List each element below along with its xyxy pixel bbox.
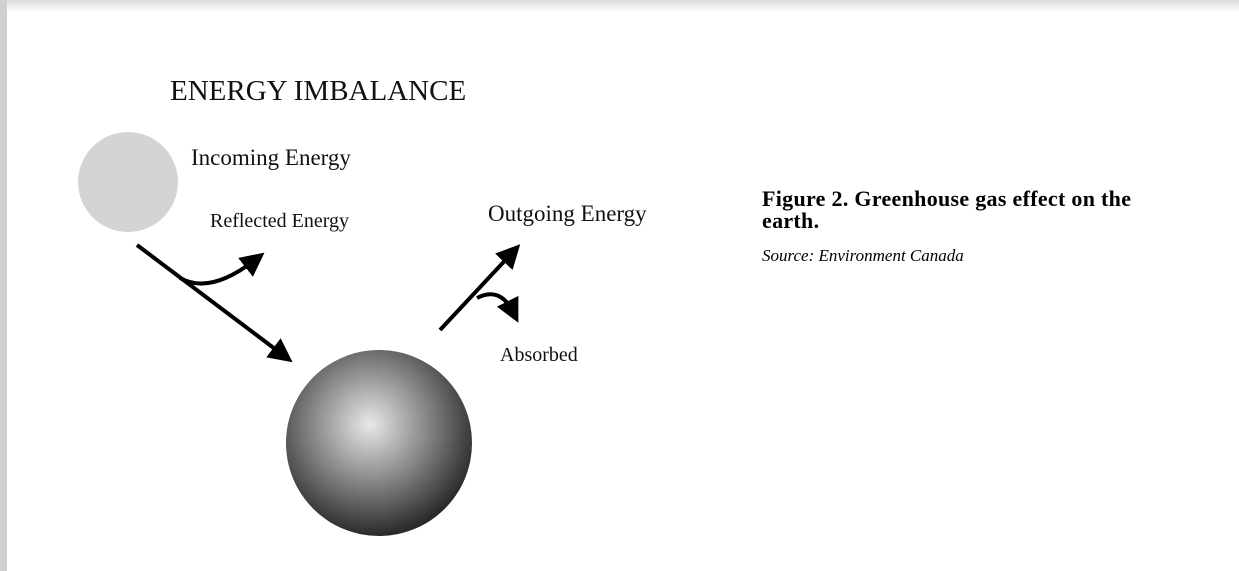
earth <box>286 350 472 536</box>
reflected-label: Reflected Energy <box>210 210 349 232</box>
reflected-arrow <box>179 252 265 286</box>
incoming-label: Incoming Energy <box>191 145 351 170</box>
title: ENERGY IMBALANCE <box>170 75 466 107</box>
outgoing-label: Outgoing Energy <box>488 201 647 226</box>
sun <box>78 132 178 232</box>
incoming-arrow <box>135 243 293 363</box>
caption-source: Source: Environment Canada <box>762 246 964 265</box>
content <box>7 12 1239 571</box>
absorbed-arrow <box>476 292 519 323</box>
absorbed-label: Absorbed <box>500 344 578 366</box>
caption: Figure 2. Greenhouse gas effect on the e… <box>762 188 1182 266</box>
left-border <box>0 0 7 571</box>
caption-title: Figure 2. Greenhouse gas effect on the e… <box>762 186 1132 233</box>
outgoing-arrow <box>438 244 521 332</box>
